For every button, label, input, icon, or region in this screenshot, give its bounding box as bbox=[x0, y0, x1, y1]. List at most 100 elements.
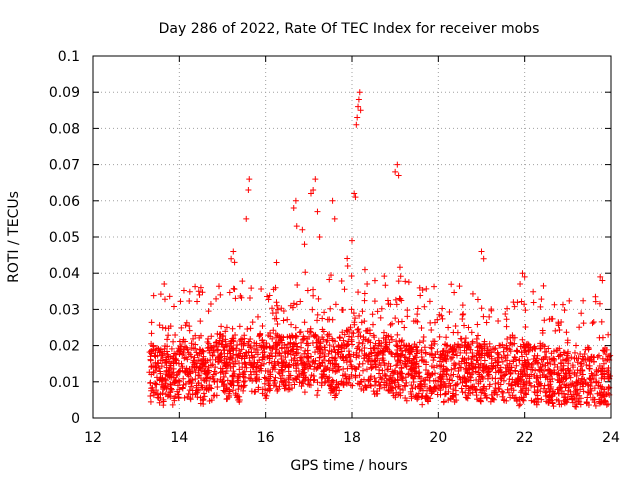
scatter-point bbox=[313, 339, 320, 346]
scatter-point bbox=[241, 340, 248, 347]
scatter-point bbox=[289, 304, 296, 311]
scatter-point bbox=[261, 353, 268, 360]
scatter-point bbox=[475, 364, 482, 371]
scatter-point bbox=[392, 384, 399, 391]
scatter-point bbox=[344, 328, 351, 335]
scatter-point bbox=[304, 381, 311, 388]
scatter-point bbox=[236, 323, 243, 330]
scatter-point bbox=[556, 378, 563, 385]
scatter-point bbox=[596, 300, 603, 307]
scatter-point bbox=[231, 370, 238, 377]
scatter-point bbox=[284, 350, 291, 357]
scatter-point bbox=[496, 342, 503, 349]
scatter-point bbox=[580, 320, 587, 327]
scatter-point bbox=[547, 367, 554, 374]
scatter-point bbox=[335, 342, 342, 349]
data-point bbox=[534, 375, 541, 382]
scatter-point bbox=[478, 305, 485, 312]
data-point bbox=[379, 357, 386, 364]
scatter-point bbox=[521, 301, 528, 308]
scatter-point bbox=[324, 337, 331, 344]
scatter-point bbox=[380, 348, 387, 355]
data-point bbox=[344, 262, 351, 269]
scatter-point bbox=[580, 388, 587, 395]
scatter-point bbox=[240, 378, 247, 385]
scatter-point bbox=[525, 342, 532, 349]
scatter-point bbox=[375, 379, 382, 386]
scatter-point bbox=[550, 348, 557, 355]
scatter-point bbox=[599, 334, 606, 341]
scatter-point bbox=[314, 348, 321, 355]
scatter-point bbox=[235, 382, 242, 389]
scatter-point bbox=[358, 319, 365, 326]
scatter-point bbox=[288, 321, 295, 328]
scatter-point bbox=[404, 313, 411, 320]
scatter-point bbox=[332, 338, 339, 345]
scatter-point bbox=[591, 399, 598, 406]
data-point bbox=[519, 270, 526, 277]
scatter-point bbox=[573, 403, 580, 410]
scatter-point bbox=[461, 343, 468, 350]
data-point bbox=[405, 371, 412, 378]
scatter-point bbox=[459, 302, 466, 309]
scatter-point bbox=[440, 379, 447, 386]
scatter-point bbox=[518, 366, 525, 373]
scatter-point bbox=[200, 400, 207, 407]
scatter-point bbox=[192, 332, 199, 339]
scatter-point bbox=[304, 354, 311, 361]
scatter-point bbox=[292, 324, 299, 331]
scatter-point bbox=[559, 301, 566, 308]
scatter-point bbox=[544, 373, 551, 380]
scatter-point bbox=[380, 351, 387, 358]
scatter-point bbox=[154, 352, 161, 359]
scatter-point bbox=[154, 359, 161, 366]
scatter-point bbox=[267, 371, 274, 378]
scatter-point bbox=[310, 286, 317, 293]
scatter-point bbox=[499, 393, 506, 400]
scatter-point bbox=[276, 383, 283, 390]
scatter-point bbox=[379, 367, 386, 374]
data-point bbox=[372, 364, 379, 371]
scatter-point bbox=[460, 311, 467, 318]
scatter-point bbox=[298, 339, 305, 346]
scatter-point bbox=[410, 378, 417, 385]
scatter-point bbox=[570, 382, 577, 389]
data-point bbox=[307, 190, 314, 197]
scatter-point bbox=[533, 398, 540, 405]
scatter-point bbox=[341, 286, 348, 293]
data-point bbox=[592, 378, 599, 385]
scatter-point bbox=[329, 354, 336, 361]
scatter-point bbox=[597, 391, 604, 398]
scatter-point bbox=[272, 374, 279, 381]
data-point bbox=[245, 186, 252, 193]
scatter-point bbox=[266, 352, 273, 359]
scatter-point bbox=[162, 325, 169, 332]
scatter-point bbox=[230, 387, 237, 394]
scatter-point bbox=[600, 392, 607, 399]
scatter-point bbox=[405, 370, 412, 377]
scatter-point bbox=[374, 308, 381, 315]
scatter-point bbox=[426, 377, 433, 384]
scatter-point bbox=[534, 386, 541, 393]
scatter-point bbox=[198, 367, 205, 374]
scatter-point bbox=[448, 281, 455, 288]
scatter-point bbox=[316, 360, 323, 367]
scatter-point bbox=[208, 333, 215, 340]
scatter-point bbox=[576, 324, 583, 331]
scatter-point bbox=[267, 333, 274, 340]
scatter-point bbox=[503, 323, 510, 330]
scatter-point bbox=[240, 387, 247, 394]
scatter-point bbox=[314, 311, 321, 318]
scatter-point bbox=[310, 377, 317, 384]
scatter-point bbox=[542, 374, 549, 381]
scatter-point bbox=[552, 327, 559, 334]
scatter-point bbox=[322, 378, 329, 385]
scatter-point bbox=[523, 385, 530, 392]
scatter-point bbox=[538, 296, 545, 303]
scatter-point bbox=[356, 312, 363, 319]
scatter-point bbox=[188, 383, 195, 390]
scatter-point bbox=[480, 313, 487, 320]
scatter-point bbox=[356, 339, 363, 346]
data-point bbox=[437, 375, 444, 382]
scatter-point bbox=[569, 362, 576, 369]
